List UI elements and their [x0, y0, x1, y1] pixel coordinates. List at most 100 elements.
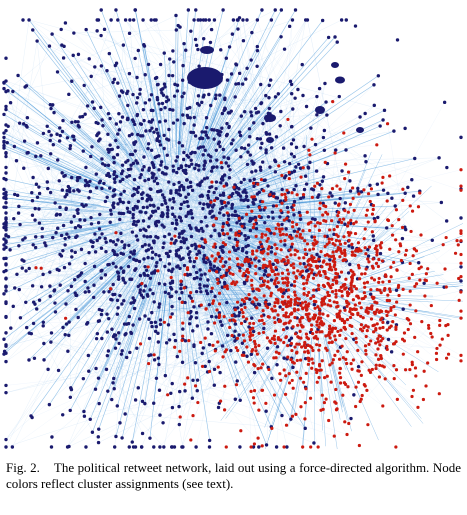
left-cluster-node — [251, 445, 256, 449]
edge — [366, 296, 464, 302]
edge — [220, 196, 241, 277]
left-cluster-node — [118, 293, 122, 298]
left-cluster-node — [258, 165, 263, 169]
left-cluster-node — [386, 320, 390, 325]
right-cluster-node — [366, 325, 370, 329]
left-cluster-node — [143, 101, 148, 105]
right-cluster-node — [237, 229, 242, 233]
edge — [240, 223, 328, 237]
left-cluster-node — [116, 18, 120, 22]
right-cluster-node — [286, 261, 290, 265]
edge — [170, 285, 228, 394]
edge — [3, 178, 105, 293]
edge — [69, 188, 314, 297]
left-cluster-node — [136, 190, 140, 195]
left-cluster-node — [371, 238, 376, 243]
left-cluster-node — [208, 185, 212, 190]
right-cluster-node — [320, 187, 324, 191]
left-cluster-node — [156, 331, 160, 335]
left-cluster-node — [155, 189, 160, 194]
right-cluster-node — [385, 313, 389, 318]
edge — [5, 214, 294, 226]
edge — [223, 149, 269, 218]
edge — [58, 74, 146, 271]
left-cluster-node — [60, 129, 65, 134]
left-cluster-node — [189, 130, 193, 134]
right-cluster-node — [385, 122, 390, 126]
left-cluster-node — [159, 189, 163, 193]
left-cluster-node — [192, 305, 196, 309]
left-cluster-node — [256, 302, 260, 306]
right-cluster-node — [263, 206, 267, 210]
right-cluster-node — [194, 256, 198, 260]
right-cluster-node — [296, 308, 300, 312]
right-cluster-node — [435, 281, 439, 285]
edge — [275, 171, 420, 194]
left-cluster-node — [356, 364, 361, 369]
edge — [62, 386, 357, 416]
left-cluster-node — [190, 396, 195, 400]
edge — [5, 157, 156, 193]
right-cluster-node — [317, 376, 321, 380]
left-cluster-node — [125, 91, 129, 96]
right-cluster-node — [221, 225, 225, 229]
left-cluster-node — [137, 317, 142, 321]
left-cluster-node — [289, 152, 294, 156]
left-cluster-node — [218, 144, 222, 149]
edge — [163, 172, 292, 228]
left-cluster-node — [203, 148, 207, 153]
left-cluster-node — [179, 245, 183, 250]
edge — [162, 212, 320, 365]
right-cluster-node — [211, 301, 215, 306]
right-cluster-node — [329, 380, 333, 384]
right-cluster-node — [330, 289, 335, 294]
left-cluster-node — [24, 269, 28, 273]
right-cluster-node — [437, 392, 441, 396]
right-cluster-node — [434, 351, 439, 355]
edge — [153, 167, 288, 359]
edge — [28, 19, 132, 157]
left-cluster-node — [209, 155, 213, 159]
edge — [3, 132, 201, 204]
left-cluster-node — [119, 231, 123, 236]
left-cluster-node — [96, 440, 101, 445]
edge — [60, 284, 315, 305]
edge — [220, 182, 269, 317]
left-cluster-node — [61, 325, 65, 330]
left-cluster-node — [356, 189, 360, 194]
left-cluster-node — [40, 226, 44, 231]
left-cluster-node — [150, 250, 155, 254]
right-cluster-node — [334, 387, 338, 392]
right-cluster-node — [343, 420, 347, 424]
edge — [56, 188, 322, 215]
right-cluster-node — [223, 285, 227, 289]
edge — [216, 198, 426, 297]
left-cluster-node — [27, 358, 31, 362]
left-cluster-node — [268, 78, 273, 82]
right-cluster-node — [364, 267, 368, 271]
edge — [5, 156, 79, 178]
left-cluster-node — [115, 298, 120, 303]
left-cluster-node — [41, 131, 46, 136]
edge — [49, 45, 309, 168]
right-cluster-node — [334, 408, 339, 412]
edge — [145, 102, 199, 403]
left-cluster-node — [259, 101, 264, 105]
right-cluster-node — [330, 219, 334, 223]
left-cluster-node — [2, 196, 6, 200]
right-cluster-node — [362, 326, 366, 330]
right-cluster-node — [257, 408, 261, 412]
right-cluster-node — [254, 349, 258, 353]
edge — [357, 283, 464, 293]
right-cluster-node — [264, 401, 268, 405]
left-cluster-node — [115, 153, 120, 157]
left-cluster-node — [221, 244, 225, 249]
edge — [3, 206, 134, 214]
left-cluster-node — [100, 232, 104, 236]
right-cluster-node — [347, 421, 351, 426]
right-cluster-node — [260, 444, 264, 448]
left-cluster-node — [148, 203, 153, 207]
left-cluster-node — [267, 132, 272, 136]
left-cluster-node — [249, 58, 253, 62]
edge — [126, 270, 157, 358]
